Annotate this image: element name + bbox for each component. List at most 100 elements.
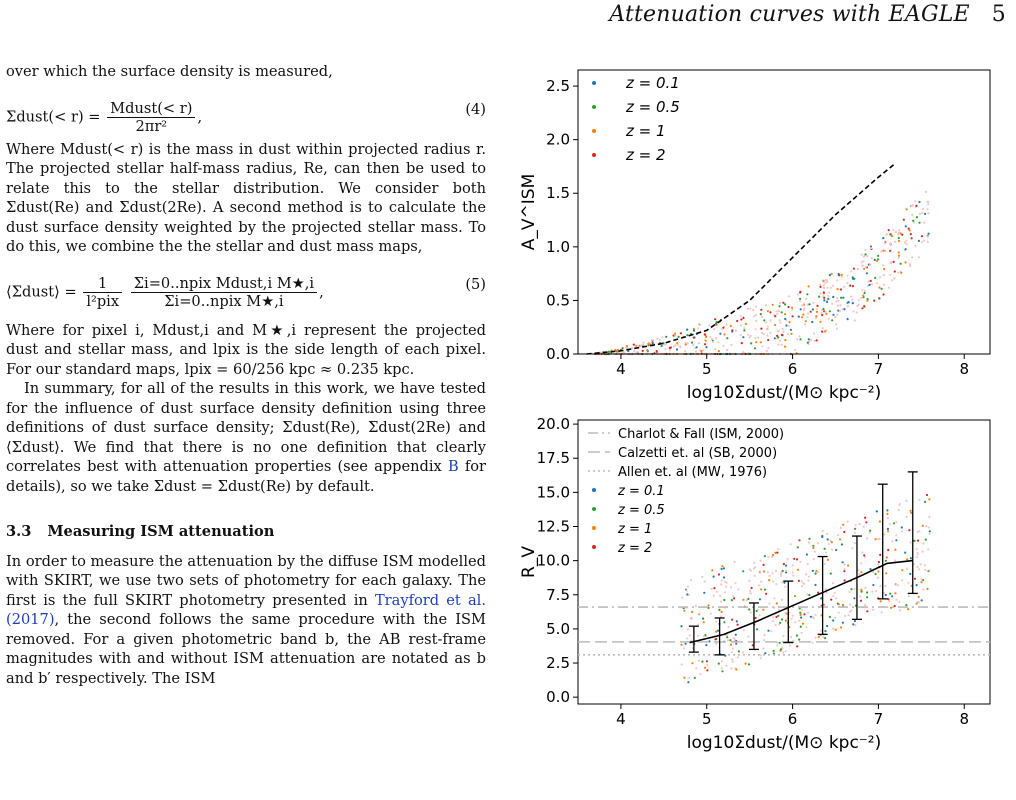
legend-label: Allen et. al (MW, 1976) [618, 465, 767, 480]
scatter-point [928, 498, 931, 501]
scatter-point [877, 563, 880, 566]
scatter-point [920, 240, 923, 244]
scatter-point [799, 560, 802, 563]
scatter-point [880, 287, 883, 290]
scatter-point [822, 284, 825, 287]
scatter-point [799, 291, 802, 294]
scatter-point [916, 553, 919, 556]
scatter-point [709, 612, 712, 615]
y-tick-label: 2.0 [546, 131, 570, 149]
scatter-point [697, 634, 700, 637]
scatter-point [920, 578, 923, 581]
scatter-point [698, 612, 701, 615]
scatter-point [821, 330, 824, 333]
scatter-point [833, 591, 836, 594]
scatter-point [715, 337, 718, 340]
scatter-point [685, 589, 688, 592]
scatter-point [860, 588, 863, 592]
scatter-point [910, 511, 913, 514]
legend-label: Charlot & Fall (ISM, 2000) [618, 427, 784, 442]
trayford-citation-link[interactable]: Trayford et al. (2017) [6, 591, 486, 629]
scatter-point [757, 584, 760, 587]
scatter-point [669, 346, 672, 349]
scatter-point [700, 350, 703, 353]
paragraph-pixel: Where for pixel i, Mdust,i and M★,i repr… [6, 321, 486, 378]
scatter-point [872, 583, 875, 587]
scatter-point [916, 551, 919, 554]
scatter-point [799, 308, 802, 311]
scatter-point [843, 530, 846, 534]
scatter-point [823, 286, 826, 289]
scatter-point [784, 339, 787, 342]
scatter-point [824, 637, 827, 640]
scatter-point [893, 604, 896, 608]
scatter-point [832, 295, 835, 299]
scatter-point [848, 590, 851, 594]
scatter-point [826, 280, 829, 283]
scatter-point [860, 562, 863, 565]
scatter-point [827, 297, 830, 300]
chart-panel-2: 4 5 6 7 8 0.0 2.5 5.0 7.5 10.0 12.5 15.0 17.5 20.0 log… [519, 415, 991, 753]
scatter-point [861, 551, 864, 554]
median-curve [586, 162, 897, 355]
scatter-point [774, 315, 777, 318]
appendix-link[interactable]: B [447, 458, 459, 475]
scatter-point [771, 572, 774, 575]
scatter-point [905, 243, 908, 246]
scatter-point [722, 345, 725, 348]
scatter-point [909, 233, 912, 236]
scatter-point [763, 639, 766, 642]
legend-label: z = 2 [617, 541, 652, 556]
scatter-point [852, 267, 855, 270]
scatter-point [921, 550, 924, 553]
legend-label: z = 1 [617, 522, 652, 537]
scatter-point [814, 583, 817, 587]
scatter-point [869, 529, 872, 532]
scatter-point [895, 534, 898, 537]
scatter-point [690, 341, 694, 344]
scatter-point [897, 508, 900, 512]
scatter-point [798, 619, 801, 622]
scatter-point [777, 329, 780, 332]
scatter-point [926, 235, 929, 238]
scatter-point [900, 530, 904, 533]
scatter-point [889, 249, 892, 252]
scatter-point [674, 334, 677, 337]
scatter-point [742, 628, 745, 632]
scatter-point [808, 340, 811, 343]
scatter-point [834, 315, 837, 319]
scatter-point [774, 551, 777, 554]
scatter-point [829, 539, 832, 542]
scatter-point [796, 558, 799, 561]
scatter-point [764, 304, 767, 307]
scatter-point [822, 307, 825, 311]
y-tick-label: 15.0 [537, 483, 570, 501]
legend: Charlot & Fall (ISM, 2000) Calzetti et. a… [588, 427, 784, 556]
scatter-point [846, 282, 849, 285]
scatter-point [711, 340, 715, 344]
scatter-point [767, 629, 770, 632]
scatter-point [811, 641, 814, 644]
scatter-point [859, 599, 863, 602]
scatter-point [840, 273, 843, 276]
scatter-point [842, 296, 845, 299]
scatter-point [812, 544, 815, 547]
scatter-point [922, 588, 925, 591]
scatter-point [755, 609, 758, 613]
eq4-numerator: Mdust(< r) [107, 100, 196, 118]
scatter-point [692, 336, 695, 339]
scatter-point [899, 232, 902, 235]
scatter-point [715, 642, 718, 645]
scatter-point [867, 280, 870, 283]
scatter-point [904, 551, 907, 554]
scatter-point [710, 587, 713, 591]
scatter-point [808, 593, 811, 597]
scatter-point [896, 584, 900, 587]
scatter-point [782, 330, 785, 333]
scatter-point [843, 308, 846, 311]
scatter-point [907, 608, 910, 611]
scatter-point [827, 317, 830, 320]
section-number: 3.3 [6, 523, 32, 540]
scatter-point [760, 580, 763, 583]
scatter-point [724, 591, 727, 594]
